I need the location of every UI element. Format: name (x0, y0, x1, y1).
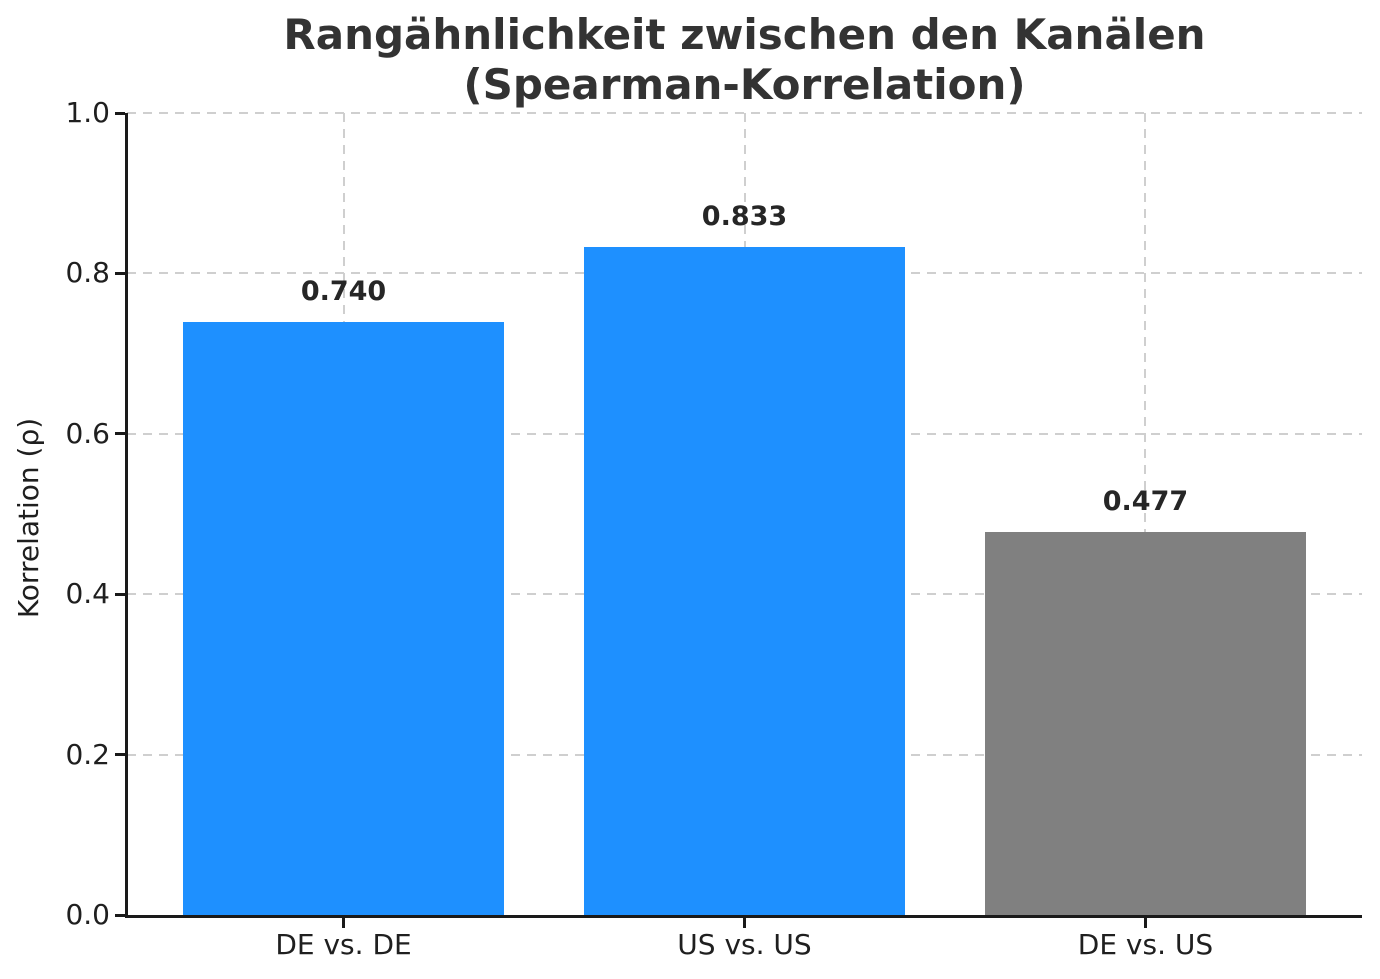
y-tick-label: 0.2 (65, 737, 110, 771)
y-tick-mark (115, 753, 125, 757)
bar (985, 532, 1306, 915)
y-tick-label: 0.6 (65, 416, 110, 450)
bar-value-label: 0.740 (300, 275, 387, 307)
bar-value-label: 0.833 (701, 200, 788, 232)
x-tick-label: US vs. US (677, 928, 812, 961)
bar (584, 246, 905, 915)
y-tick-mark (115, 111, 125, 115)
chart-title: Rangähnlichkeit zwischen den Kanälen (Sp… (127, 10, 1362, 109)
y-tick-label: 0.0 (65, 898, 110, 931)
y-tick-label: 0.4 (65, 577, 110, 611)
x-tick-mark (342, 918, 346, 928)
chart-title-line1: Rangähnlichkeit zwischen den Kanälen (283, 10, 1206, 59)
x-tick-mark (743, 918, 746, 928)
y-axis-label: Korrelation (ρ) (12, 417, 45, 619)
bar-value-label: 0.477 (1102, 486, 1189, 518)
y-axis-line (125, 113, 128, 918)
plot-area: 0.740 0.833 0.477 (127, 112, 1362, 915)
chart-title-line2: (Spearman-Korrelation) (463, 59, 1026, 109)
x-tick-label: DE vs. US (1077, 928, 1214, 961)
y-tick-mark (115, 271, 125, 275)
x-axis-line (125, 915, 1362, 918)
y-tick-label: 1.0 (65, 96, 110, 129)
gridline-vertical (1144, 113, 1147, 915)
y-tick-mark (115, 592, 125, 596)
y-tick-mark (115, 432, 125, 436)
y-tick-mark (115, 913, 125, 917)
bar (183, 321, 504, 915)
x-tick-label: DE vs. DE (275, 928, 412, 961)
x-tick-mark (1143, 918, 1147, 928)
y-tick-label: 0.8 (65, 256, 110, 290)
